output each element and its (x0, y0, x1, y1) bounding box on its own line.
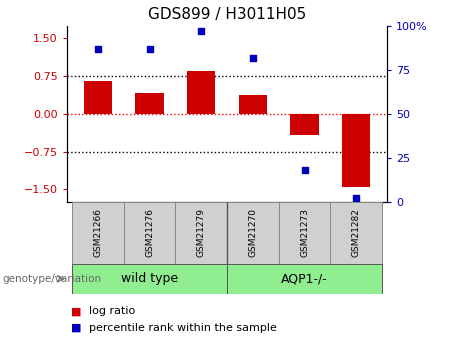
Bar (290, 114, 319, 135)
Text: log ratio: log ratio (89, 306, 135, 316)
Bar (136, 93, 164, 114)
Point (94, 46, 101, 51)
Bar (124, 202, 175, 264)
Bar (72, 264, 227, 294)
Text: genotype/variation: genotype/variation (2, 274, 101, 284)
Bar (227, 202, 279, 264)
Point (249, 55, 257, 60)
Bar (279, 202, 331, 264)
Text: AQP1-/-: AQP1-/- (281, 273, 328, 285)
Text: percentile rank within the sample: percentile rank within the sample (89, 323, 277, 333)
Bar (175, 202, 227, 264)
Point (146, 46, 153, 51)
Bar (227, 264, 382, 294)
Text: GSM21270: GSM21270 (248, 208, 257, 257)
Text: GSM21282: GSM21282 (352, 208, 361, 257)
Text: ■: ■ (71, 323, 82, 333)
Text: wild type: wild type (121, 273, 178, 285)
Bar (342, 114, 371, 187)
Text: GSM21273: GSM21273 (300, 208, 309, 257)
Title: GDS899 / H3011H05: GDS899 / H3011H05 (148, 7, 306, 22)
Text: GSM21266: GSM21266 (93, 208, 102, 257)
Point (197, 28, 205, 34)
Bar (187, 71, 215, 114)
Bar (331, 202, 382, 264)
Bar (72, 202, 124, 264)
Text: GSM21279: GSM21279 (197, 208, 206, 257)
Bar (239, 95, 267, 114)
Bar (83, 81, 112, 114)
Text: GSM21276: GSM21276 (145, 208, 154, 257)
Point (353, 196, 360, 201)
Text: ■: ■ (71, 306, 82, 316)
Point (301, 167, 308, 173)
